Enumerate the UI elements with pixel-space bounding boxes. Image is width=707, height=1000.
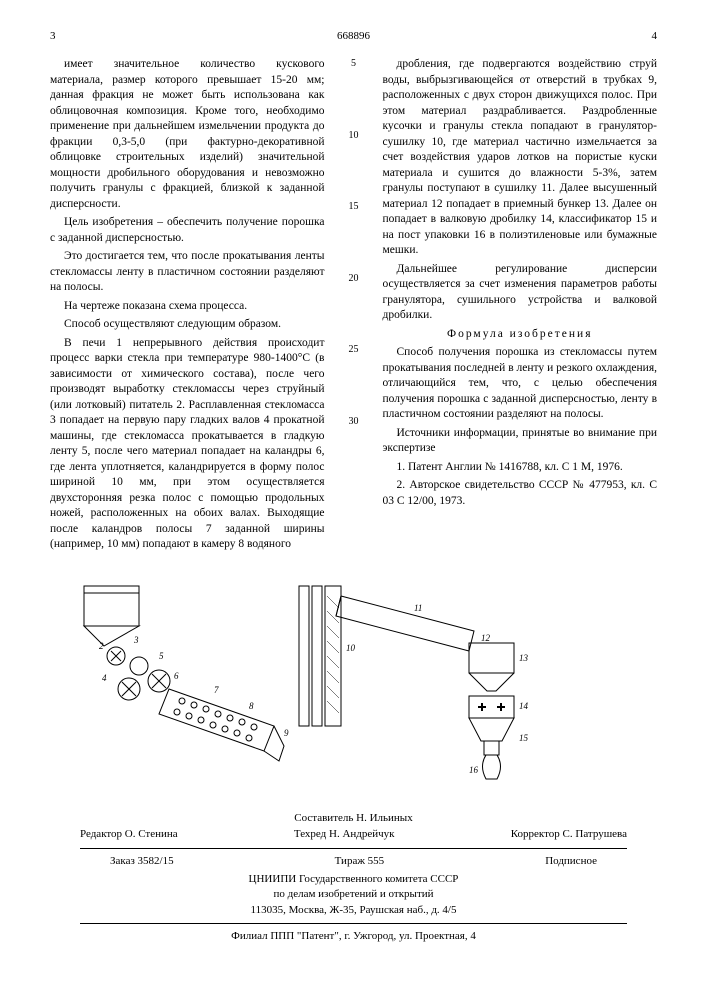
compiler: Составитель Н. Ильиных: [50, 811, 657, 827]
formula-text: Способ получения порошка из стекломассы …: [383, 345, 658, 423]
line-num: 15: [345, 200, 363, 214]
hopper: 13: [469, 643, 529, 691]
crusher: 14: [469, 696, 529, 718]
svg-text:10: 10: [346, 643, 356, 653]
rollers: 2 3 4 5 6: [99, 635, 179, 700]
para: Дальнейшее регулирование дисперсии осуще…: [383, 262, 658, 324]
source-item: 1. Патент Англии № 1416788, кл. С 1 М, 1…: [383, 460, 658, 476]
source-item: 2. Авторское свидетельство СССР № 477953…: [383, 478, 658, 509]
para: Цель изобретения – обеспечить получение …: [50, 215, 325, 246]
org-line-2: по делам изобретений и открытий: [50, 887, 657, 902]
page-num-left: 3: [50, 30, 56, 42]
vertical-chamber: 10: [299, 586, 356, 726]
svg-text:2: 2: [99, 641, 104, 651]
classifier: 15: [469, 718, 529, 755]
svg-text:8: 8: [249, 701, 254, 711]
svg-text:9: 9: [284, 728, 289, 738]
corrector: Корректор С. Патрушева: [511, 827, 627, 843]
editor: Редактор О. Стенина: [80, 827, 178, 843]
branch: Филиал ППП "Патент", г. Ужгород, ул. Про…: [50, 929, 657, 944]
svg-text:7: 7: [214, 685, 219, 695]
svg-text:3: 3: [133, 635, 139, 645]
svg-text:13: 13: [519, 653, 529, 663]
line-num: 25: [345, 343, 363, 357]
para: Это достигается тем, что после прокатыва…: [50, 249, 325, 296]
doc-number: 668896: [337, 30, 370, 42]
svg-text:4: 4: [102, 673, 107, 683]
line-num: 5: [345, 57, 363, 71]
credits-row: Редактор О. Стенина Техред Н. Андрейчук …: [50, 827, 657, 843]
line-num: 20: [345, 272, 363, 286]
line-num: 30: [345, 415, 363, 429]
para: имеет значительное количество кускового …: [50, 57, 325, 212]
calender-channel: 7 8 9: [159, 685, 289, 761]
dryer: 11 12: [336, 596, 491, 651]
org-line-1: ЦНИИПИ Государственного комитета СССР: [50, 872, 657, 887]
credits-block: Составитель Н. Ильиных Редактор О. Стени…: [50, 811, 657, 944]
svg-text:14: 14: [519, 701, 529, 711]
right-column: дробления, где подвергаются воздействию …: [383, 57, 658, 556]
page: 3 668896 4 имеет значительное количество…: [0, 0, 707, 964]
svg-text:6: 6: [174, 671, 179, 681]
svg-text:11: 11: [414, 603, 422, 613]
para: На чертеже показана схема процесса.: [50, 299, 325, 315]
furnace: 1: [84, 581, 139, 646]
packing: 16: [469, 755, 501, 779]
order-row: Заказ 3582/15 Тираж 555 Подписное: [50, 854, 657, 870]
text-columns: имеет значительное количество кускового …: [50, 57, 657, 556]
sources-intro: Источники информации, принятые во вниман…: [383, 426, 658, 457]
subscription: Подписное: [545, 854, 597, 870]
svg-text:16: 16: [469, 765, 479, 775]
svg-text:1: 1: [112, 581, 117, 583]
tirage: Тираж 555: [335, 854, 385, 870]
page-num-right: 4: [652, 30, 658, 42]
svg-text:15: 15: [519, 733, 529, 743]
page-header: 3 668896 4: [50, 30, 657, 42]
address: 113035, Москва, Ж-35, Раушская наб., д. …: [50, 903, 657, 918]
footer-org: ЦНИИПИ Государственного комитета СССР по…: [50, 872, 657, 918]
para: В печи 1 непрерывного действия происходи…: [50, 336, 325, 553]
svg-text:5: 5: [159, 651, 164, 661]
divider: [80, 923, 627, 924]
process-diagram: 1 2 3 4 5 6: [74, 581, 634, 791]
para: Способ осуществляют следующим образом.: [50, 317, 325, 333]
line-num: 10: [345, 129, 363, 143]
techred: Техред Н. Андрейчук: [294, 827, 395, 843]
margin-line-numbers: 5 10 15 20 25 30: [345, 57, 363, 556]
para: дробления, где подвергаются воздействию …: [383, 57, 658, 259]
formula-title: Формула изобретения: [383, 327, 658, 343]
left-column: имеет значительное количество кускового …: [50, 57, 325, 556]
svg-text:12: 12: [481, 633, 491, 643]
order: Заказ 3582/15: [110, 854, 174, 870]
divider: [80, 848, 627, 849]
